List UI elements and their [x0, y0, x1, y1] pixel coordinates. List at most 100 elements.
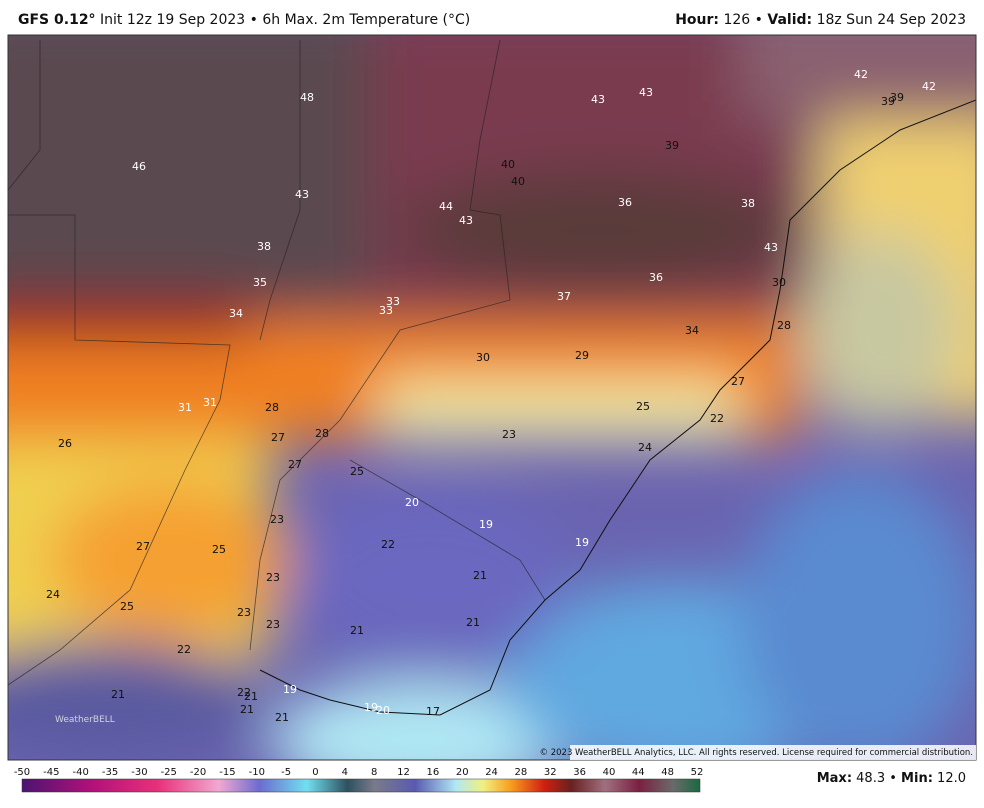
- temperature-label: 28: [315, 427, 329, 440]
- temperature-label: 25: [636, 400, 650, 413]
- temperature-label: 44: [439, 200, 453, 213]
- colorbar-tick-label: -10: [249, 767, 265, 778]
- temperature-label: 26: [58, 437, 72, 450]
- header-right: Hour: 126 • Valid: 18z Sun 24 Sep 2023: [675, 12, 966, 28]
- colorbar-tick-label: 24: [485, 767, 498, 778]
- temperature-label: 25: [350, 465, 364, 478]
- temperature-label: 38: [741, 197, 755, 210]
- temperature-label: 36: [618, 196, 632, 209]
- colorbar-tick-label: 12: [397, 767, 410, 778]
- description: Init 12z 19 Sep 2023 • 6h Max. 2m Temper…: [100, 12, 471, 28]
- hour-label: Hour:: [675, 12, 720, 28]
- temperature-label: 43: [764, 241, 778, 254]
- model: GFS 0.12°: [18, 12, 96, 28]
- temperature-label: 25: [120, 600, 134, 613]
- temperature-label: 20: [405, 496, 419, 509]
- temperature-label: 22: [381, 538, 395, 551]
- temperature-label: 21: [473, 569, 487, 582]
- temperature-label: 27: [271, 431, 285, 444]
- temperature-label: 34: [685, 324, 699, 337]
- temperature-label: 21: [466, 616, 480, 629]
- temperature-label: 21: [244, 690, 258, 703]
- colorbar-tick-label: 48: [661, 767, 674, 778]
- temperature-label: 29: [575, 349, 589, 362]
- temperature-label: 19: [364, 701, 378, 714]
- temperature-label: 22: [177, 643, 191, 656]
- temperature-label: 19: [283, 683, 297, 696]
- min-label: Min:: [901, 771, 933, 786]
- temperature-label: 23: [502, 428, 516, 441]
- temperature-label: 21: [240, 703, 254, 716]
- temperature-label: 30: [772, 276, 786, 289]
- temperature-label: 46: [132, 160, 146, 173]
- temperature-label: 23: [237, 606, 251, 619]
- temperature-label: 43: [639, 86, 653, 99]
- temperature-label: 43: [459, 214, 473, 227]
- temperature-label: 27: [731, 375, 745, 388]
- temperature-label: 23: [266, 571, 280, 584]
- temperature-label: 17: [426, 705, 440, 718]
- temperature-label: 28: [777, 319, 791, 332]
- colorbar-tick-label: -25: [161, 767, 177, 778]
- temperature-label: 42: [922, 80, 936, 93]
- max-value: 48.3 •: [856, 771, 897, 786]
- colorbar-tick-label: 0: [312, 767, 318, 778]
- temperature-label: 40: [501, 158, 515, 171]
- max-label: Max:: [816, 771, 853, 786]
- valid-label: Valid:: [767, 12, 813, 28]
- temperature-label: 43: [591, 93, 605, 106]
- temperature-label: 25: [212, 543, 226, 556]
- temperature-label: 21: [350, 624, 364, 637]
- colorbar-tick-label: 44: [632, 767, 645, 778]
- temperature-label: 23: [270, 513, 284, 526]
- colorbar-tick-label: -20: [190, 767, 206, 778]
- colorbar-tick-label: 8: [371, 767, 377, 778]
- temperature-label: 43: [295, 188, 309, 201]
- temperature-label: 24: [638, 441, 652, 454]
- min-value: 12.0: [937, 771, 966, 786]
- temperature-label: 31: [203, 396, 217, 409]
- temperature-label: 30: [476, 351, 490, 364]
- footer: Max: 48.3 • Min: 12.0: [817, 771, 966, 786]
- colorbar-tick-label: -35: [102, 767, 118, 778]
- temperature-label: 27: [288, 458, 302, 471]
- colorbar-tick-label: 36: [573, 767, 586, 778]
- temperature-label: 39: [665, 139, 679, 152]
- colorbar: [21, 778, 701, 793]
- temperature-label: 20: [376, 704, 390, 717]
- colorbar-tick-label: -5: [281, 767, 291, 778]
- temperature-label: 35: [253, 276, 267, 289]
- temperature-label: 36: [649, 271, 663, 284]
- header-left: GFS 0.12° Init 12z 19 Sep 2023 • 6h Max.…: [18, 12, 470, 28]
- temperature-label: 24: [46, 588, 60, 601]
- temperature-label: 19: [479, 518, 493, 531]
- colorbar-tick-label: -40: [73, 767, 89, 778]
- temperature-label: 19: [575, 536, 589, 549]
- hour-value: 126 •: [723, 12, 763, 28]
- colorbar-tick-label: 28: [515, 767, 528, 778]
- temperature-label: 31: [178, 401, 192, 414]
- temperature-label: 33: [379, 304, 393, 317]
- colorbar-tick-label: 16: [427, 767, 440, 778]
- temperature-label: 22: [710, 412, 724, 425]
- colorbar-tick-label: -45: [43, 767, 59, 778]
- temperature-label: 21: [111, 688, 125, 701]
- temperature-label: 23: [266, 618, 280, 631]
- colorbar-tick-label: -30: [131, 767, 147, 778]
- temperature-label: 33: [386, 295, 400, 308]
- colorbar-tick-label: 40: [603, 767, 616, 778]
- temperature-label: 40: [511, 175, 525, 188]
- temperature-label: 27: [136, 540, 150, 553]
- colorbar-tick-label: 20: [456, 767, 469, 778]
- colorbar-tick-label: 52: [691, 767, 704, 778]
- temperature-label: 37: [557, 290, 571, 303]
- temperature-label: 22: [237, 686, 251, 699]
- temperature-label: 39: [890, 91, 904, 104]
- temperature-label: 28: [265, 401, 279, 414]
- colorbar-tick-label: 4: [342, 767, 348, 778]
- colorbar-tick-label: -50: [14, 767, 30, 778]
- temperature-label: 48: [300, 91, 314, 104]
